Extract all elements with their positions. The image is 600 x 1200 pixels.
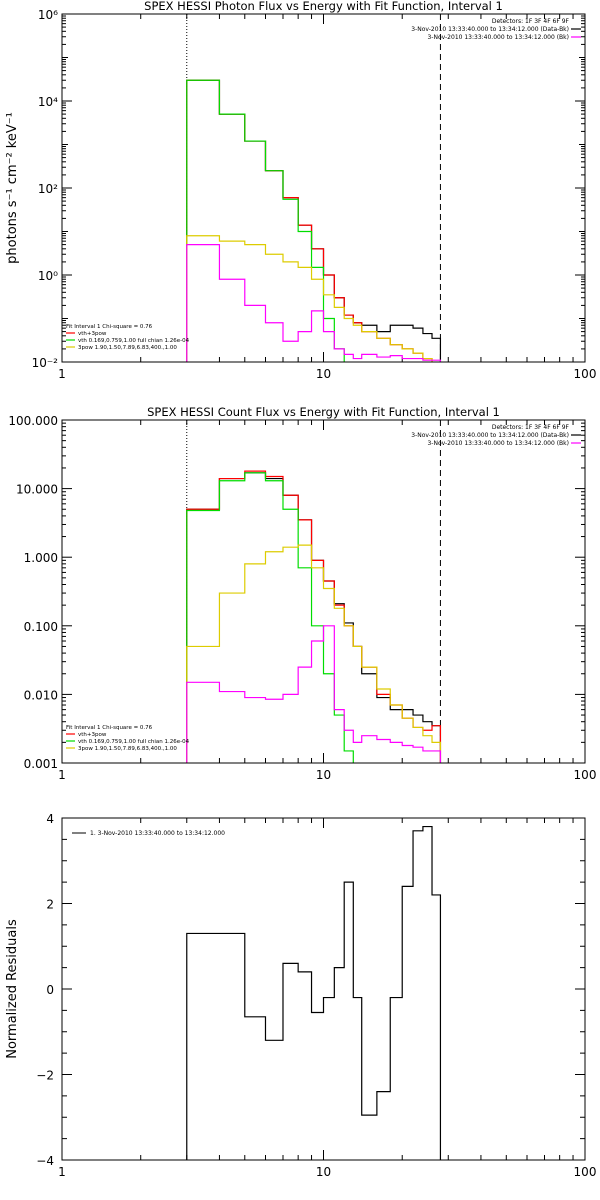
- x-tick-label: 100: [574, 768, 597, 782]
- histogram-series-0: [186, 79, 442, 362]
- y-tick-label: 2: [46, 898, 54, 912]
- y-tick-label: 10⁶: [38, 8, 58, 22]
- legend-residual-interval: 1. 3-Nov-2010 13:33:40.000 to 13:34:12.0…: [90, 830, 225, 837]
- histogram-series-0: [186, 825, 442, 1160]
- x-tick-label: 1: [58, 367, 66, 381]
- plot-panel-3: Normalized Residuals 1 10 100 −4 −2 0 2 4 1. 3-No…: [5, 812, 596, 1179]
- histogram-series-2: [186, 472, 442, 763]
- x-tick-label: 100: [574, 1165, 597, 1179]
- legend-background-interval: 3-Nov-2010 13:33:40.000 to 13:34:12.000 …: [427, 440, 569, 447]
- legend-data-interval: 3-Nov-2010 13:33:40.000 to 13:34:12.000 …: [411, 26, 569, 33]
- legend-fit-item-1: vth 0.169,0.759,1.00 full chian 1.26e-04: [78, 739, 190, 745]
- y-tick-label: 0.010: [24, 688, 58, 702]
- legend-fit-item-2: 3pow 1.90,1.50,7.89,6.83,400.,1.00: [78, 746, 177, 752]
- legend-fit-item-2: 3pow 1.90,1.50,7.89,6.83,400.,1.00: [78, 345, 177, 351]
- fit-legend: Fit Interval 1 Chi-square = 0.76vth+3pow…: [66, 725, 190, 752]
- axes-frame: [61, 419, 586, 764]
- detector-legend: Detectors: 1F 3F 4F 6F 9F3-Nov-2010 13:3…: [411, 18, 581, 41]
- x-tick-label: 10: [316, 1165, 331, 1179]
- fit-legend: Fit Interval 1 Chi-square = 0.76vth+3pow…: [66, 324, 190, 351]
- residual-legend: 1. 3-Nov-2010 13:33:40.000 to 13:34:12.0…: [72, 830, 225, 837]
- y-tick-label: −4: [36, 1154, 54, 1168]
- legend-background-interval: 3-Nov-2010 13:33:40.000 to 13:34:12.000 …: [427, 34, 569, 41]
- y-tick-label: 10⁻²: [32, 356, 59, 370]
- histogram-series-1: [186, 470, 442, 763]
- x-tick-label: 1: [58, 1165, 66, 1179]
- y-tick-label: 10⁰: [38, 269, 58, 283]
- plot-panel-1: SPEX HESSI Photon Flux vs Energy with Fi…: [5, 0, 596, 381]
- legend-fit-item-1: vth 0.169,0.759,1.00 full chian 1.26e-04: [78, 338, 190, 344]
- y-tick-label: 0.100: [24, 620, 58, 634]
- histogram-series-0: [186, 472, 442, 763]
- series-group: [186, 79, 442, 362]
- plot-panel-2: SPEX HESSI Count Flux vs Energy with Fit…: [8, 405, 596, 782]
- y-tick-label: 10⁴: [38, 95, 58, 109]
- y-tick-label: 10²: [38, 182, 58, 196]
- legend-fit-interval: Fit Interval 1 Chi-square = 0.76: [66, 725, 153, 731]
- x-tick-label: 10: [316, 367, 331, 381]
- axes-frame: [61, 13, 586, 363]
- y-tick-label: 10.000: [16, 483, 58, 497]
- legend-detectors: Detectors: 1F 3F 4F 6F 9F: [492, 424, 570, 431]
- x-tick-label: 100: [574, 367, 597, 381]
- y-tick-label: 1.000: [24, 551, 58, 565]
- x-tick-label: 10: [316, 768, 331, 782]
- y-tick-label: 0.001: [24, 757, 58, 771]
- histogram-series-2: [186, 79, 442, 362]
- legend-fit-item-0: vth+3pow: [78, 732, 107, 738]
- series-group: [186, 470, 442, 763]
- series-group: [186, 825, 442, 1160]
- y-tick-label: 0: [46, 983, 54, 997]
- y-tick-label: −2: [36, 1069, 54, 1083]
- legend-data-interval: 3-Nov-2010 13:33:40.000 to 13:34:12.000 …: [411, 432, 569, 439]
- y-axis-label: photons s⁻¹ cm⁻² keV⁻¹: [5, 112, 20, 264]
- plot-title: SPEX HESSI Count Flux vs Energy with Fit…: [147, 405, 500, 419]
- legend-detectors: Detectors: 1F 3F 4F 6F 9F: [492, 18, 570, 25]
- y-axis-label: Normalized Residuals: [5, 919, 20, 1059]
- histogram-series-4: [186, 625, 442, 763]
- histogram-series-3: [186, 544, 442, 763]
- x-tick-label: 1: [58, 768, 66, 782]
- legend-fit-interval: Fit Interval 1 Chi-square = 0.76: [66, 324, 153, 330]
- plot-title: SPEX HESSI Photon Flux vs Energy with Fi…: [144, 0, 503, 13]
- histogram-series-1: [186, 79, 442, 362]
- histogram-series-4: [186, 243, 442, 362]
- y-tick-label: 4: [46, 812, 54, 826]
- axes-frame: [61, 817, 586, 1161]
- y-tick-label: 100.000: [8, 414, 58, 428]
- detector-legend: Detectors: 1F 3F 4F 6F 9F3-Nov-2010 13:3…: [411, 424, 581, 447]
- histogram-series-3: [186, 235, 442, 362]
- legend-fit-item-0: vth+3pow: [78, 331, 107, 337]
